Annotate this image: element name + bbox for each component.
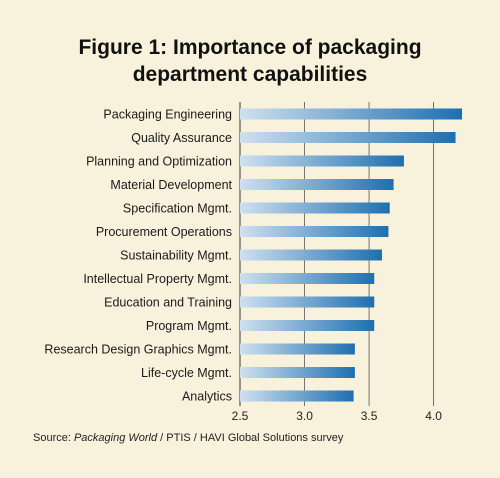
category-labels: Packaging Engineering Quality Assurance Pl… xyxy=(44,108,232,404)
category-label-5: Procurement Operations xyxy=(96,225,232,239)
chart-title-line-1: Figure 1: Importance of packaging xyxy=(78,36,422,59)
bar-5 xyxy=(240,226,389,237)
x-tick-label-3: 4.0 xyxy=(425,409,442,423)
category-label-3: Material Development xyxy=(110,178,232,192)
category-label-9: Program Mgmt. xyxy=(146,319,232,333)
category-label-7: Intellectual Property Mgmt. xyxy=(83,272,232,286)
chart-title-line-2: department capabilities xyxy=(132,63,368,86)
x-tick-label-0: 2.5 xyxy=(232,409,249,423)
chart-title: Figure 1: Importance of packaging depart… xyxy=(0,34,500,88)
source-suffix: / PTIS / HAVI Global Solutions survey xyxy=(157,432,344,444)
bar-2 xyxy=(240,155,404,167)
bars xyxy=(240,108,462,402)
source-note: Source: Packaging World / PTIS / HAVI Gl… xyxy=(33,432,343,444)
bar-3 xyxy=(240,179,394,190)
bar-8 xyxy=(240,296,375,308)
x-tick-label-1: 3.0 xyxy=(296,409,313,423)
bar-11 xyxy=(240,367,355,378)
source-publication: Packaging World xyxy=(73,432,158,444)
bar-0 xyxy=(240,108,462,120)
category-label-6: Sustainability Mgmt. xyxy=(120,249,232,263)
category-label-1: Quality Assurance xyxy=(131,131,232,145)
bar-1 xyxy=(240,132,456,143)
category-label-2: Planning and Optimization xyxy=(86,155,232,169)
category-label-4: Specification Mgmt. xyxy=(123,202,232,216)
x-tick-label-2: 3.5 xyxy=(361,409,378,423)
bar-12 xyxy=(240,390,354,402)
category-label-11: Life-cycle Mgmt. xyxy=(141,366,232,380)
x-axis: 2.5 3.0 3.5 4.0 xyxy=(232,409,443,423)
category-label-0: Packaging Engineering xyxy=(103,108,232,122)
category-label-12: Analytics xyxy=(182,390,232,404)
bar-7 xyxy=(240,273,375,284)
source-prefix: Source: xyxy=(33,432,74,444)
bar-4 xyxy=(240,202,390,214)
bar-10 xyxy=(240,343,355,355)
bar-9 xyxy=(240,320,375,331)
category-label-8: Education and Training xyxy=(104,296,232,310)
category-label-10: Research Design Graphics Mgmt. xyxy=(44,343,232,357)
bar-6 xyxy=(240,249,382,261)
